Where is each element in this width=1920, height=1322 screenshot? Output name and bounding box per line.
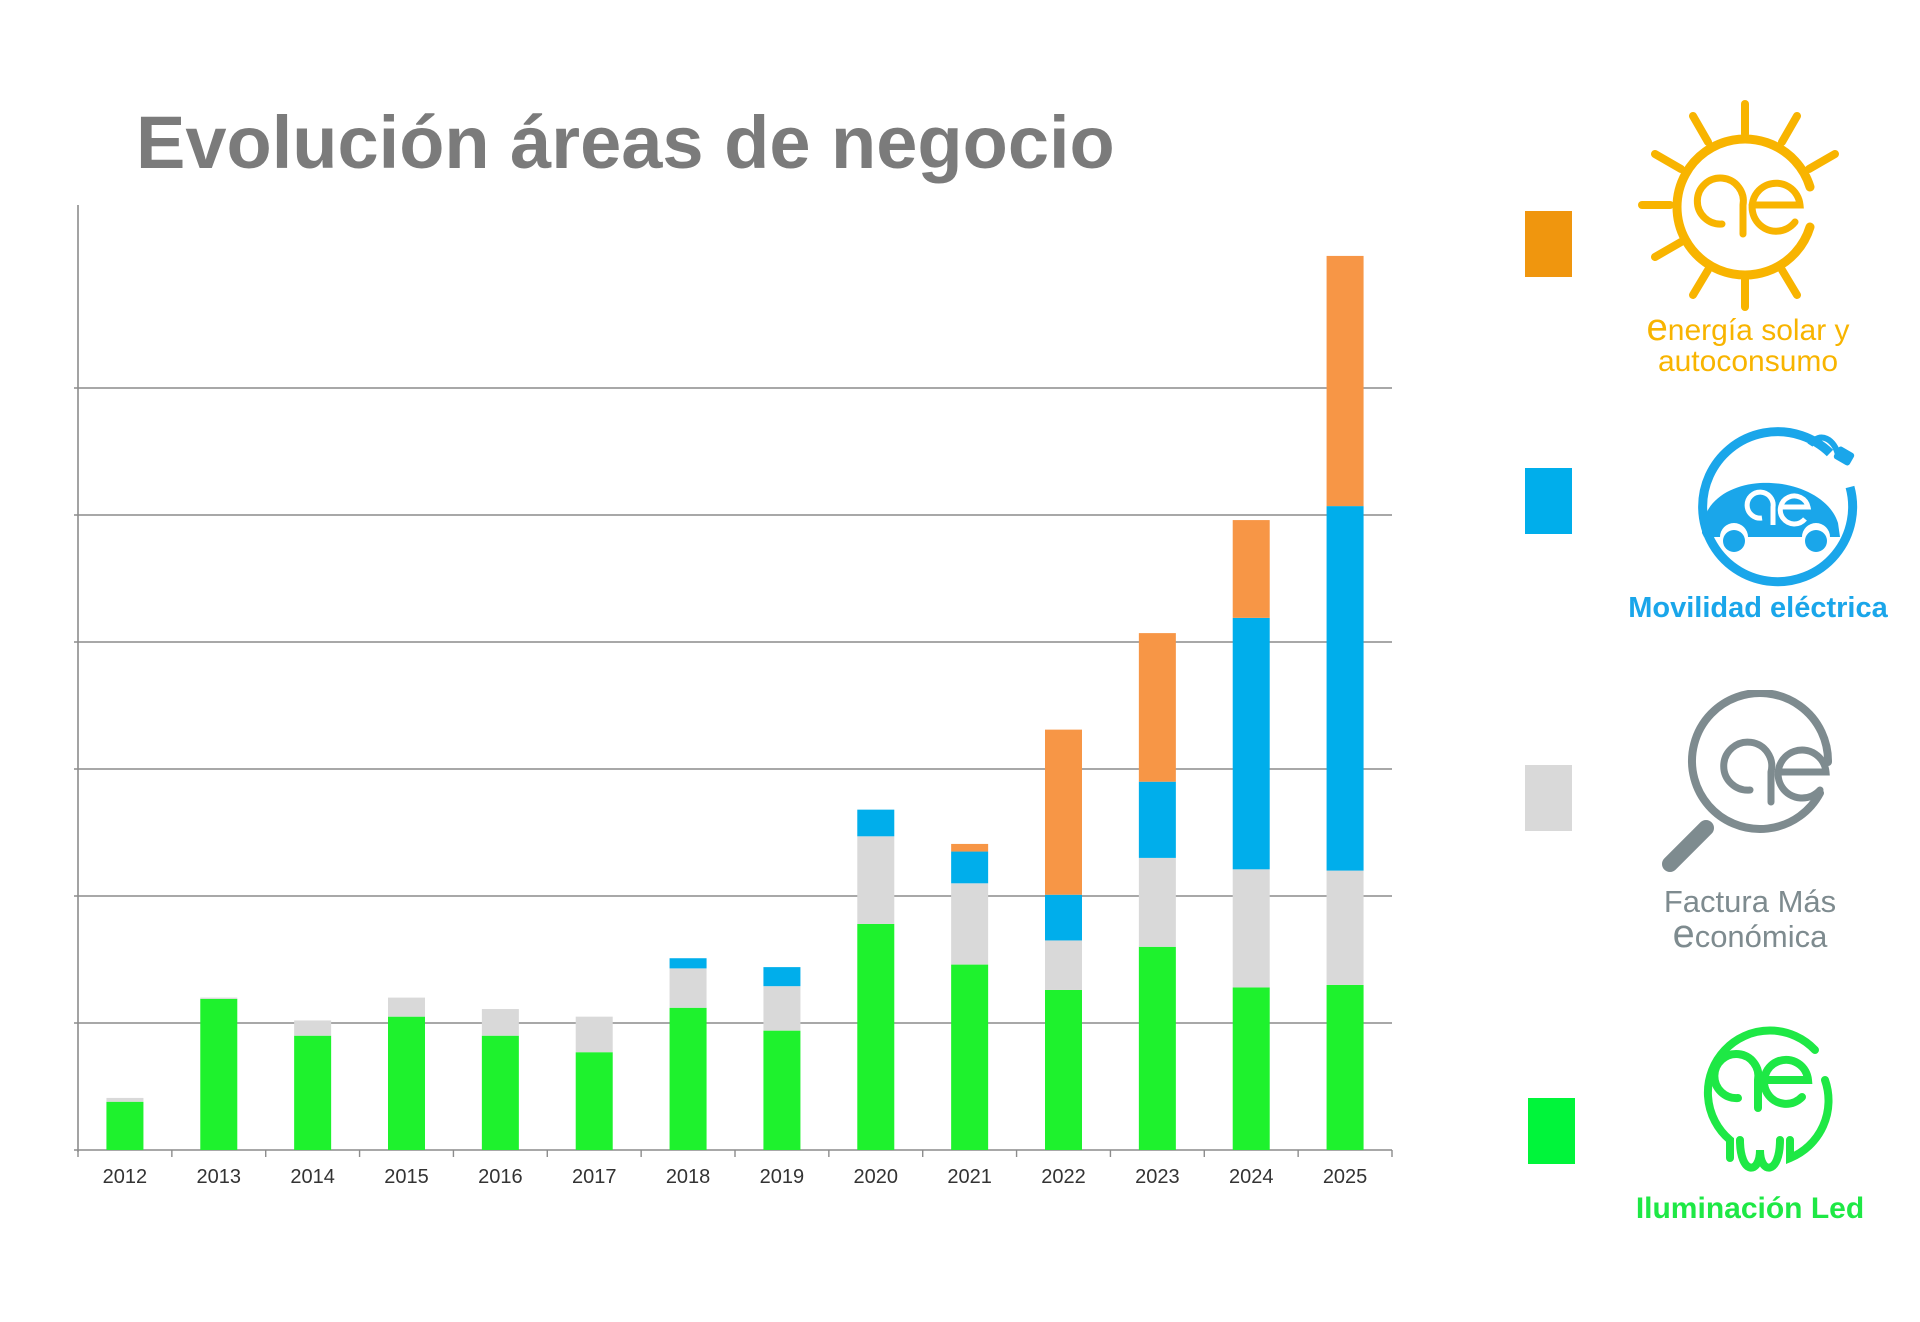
bar-segment-2024: [1232, 617, 1270, 870]
bar-segment-2012: [106, 1101, 144, 1150]
bar-segment-2021: [951, 883, 989, 965]
bar-segment-2014: [294, 1035, 332, 1150]
bar-segment-2022: [1045, 989, 1082, 1150]
bar-segment-2019: [763, 967, 801, 987]
bar-segment-2025: [1326, 255, 1364, 507]
bar-segment-2017: [575, 1016, 613, 1053]
bar-segment-2022: [1045, 940, 1082, 990]
bar-segment-2024: [1232, 987, 1270, 1150]
chart-title: Evolución áreas de negocio: [136, 101, 1115, 184]
x-tick-label: 2012: [103, 1166, 148, 1188]
bar-segment-2019: [763, 1030, 801, 1150]
legend-label-factura: Factura Más económica: [1663, 884, 1837, 956]
bar-segment-2017: [575, 1052, 613, 1150]
x-tick-label: 2016: [478, 1166, 523, 1188]
bar-segment-2021: [951, 843, 989, 852]
bar-segment-2020: [857, 836, 895, 924]
legend-swatch-movilidad: [1525, 468, 1572, 534]
x-tick-label: 2022: [1041, 1166, 1086, 1188]
bar-segment-2018: [669, 958, 707, 969]
x-tick-label: 2014: [290, 1166, 335, 1188]
bar-segment-2012: [106, 1097, 144, 1102]
x-tick-label: 2015: [384, 1166, 429, 1188]
bar-segment-2024: [1232, 869, 1270, 988]
bar-segment-2023: [1138, 857, 1176, 947]
x-tick-label: 2021: [947, 1166, 992, 1188]
x-tick-label: 2024: [1229, 1166, 1274, 1188]
bar-segment-2023: [1138, 946, 1176, 1150]
bar-segment-2022: [1045, 729, 1082, 895]
bar-segment-2025: [1326, 870, 1364, 985]
bar-segment-2019: [763, 986, 801, 1031]
x-tick-label: 2013: [197, 1166, 242, 1188]
bar-segment-2023: [1138, 781, 1176, 858]
legend-label-led: Iluminación Led: [1635, 1192, 1865, 1225]
lightbulb-ae-icon: [1703, 1026, 1833, 1172]
legend-swatch-led: [1528, 1098, 1575, 1164]
legend-label-solar: energía solar y autoconsumo: [1646, 306, 1850, 378]
bar-segment-2013: [200, 997, 238, 999]
x-tick-label: 2020: [854, 1166, 899, 1188]
bar-segment-2020: [857, 923, 895, 1150]
x-tick-label: 2019: [760, 1166, 805, 1188]
bar-segment-2018: [669, 968, 707, 1008]
bar-segment-2022: [1045, 894, 1082, 941]
legend-swatch-factura: [1525, 765, 1572, 831]
bar-segment-2018: [669, 1007, 707, 1150]
x-tick-label: 2025: [1323, 1166, 1368, 1188]
bar-segment-2020: [857, 809, 895, 837]
bar-segment-2014: [294, 1020, 332, 1036]
bar-segment-2021: [951, 851, 989, 884]
bar-segment-2025: [1326, 506, 1364, 871]
bar-segment-2015: [388, 997, 425, 1017]
electric-car-ae-icon: [1698, 427, 1858, 587]
bar-segment-2016: [481, 1009, 519, 1036]
legend-label-movilidad: Movilidad eléctrica: [1628, 592, 1888, 624]
sun-ae-icon: [1638, 100, 1839, 311]
x-tick-label: 2023: [1135, 1166, 1180, 1188]
bar-segment-2016: [481, 1035, 519, 1150]
bar-segment-2015: [388, 1016, 425, 1150]
magnifier-ae-icon: [1662, 690, 1833, 872]
bar-segment-2024: [1232, 520, 1270, 618]
bar-segment-2013: [200, 998, 238, 1150]
bar-segment-2021: [951, 964, 989, 1150]
stacked-bar-chart: 2012 2013 2014 2015 2016 2017 2018 2019 2020 2021…: [74, 205, 1393, 1188]
bar-segment-2023: [1138, 633, 1176, 782]
x-tick-label: 2018: [666, 1166, 711, 1188]
bar-segment-2025: [1326, 984, 1364, 1150]
legend-swatch-solar: [1525, 211, 1572, 277]
x-tick-label: 2017: [572, 1166, 617, 1188]
